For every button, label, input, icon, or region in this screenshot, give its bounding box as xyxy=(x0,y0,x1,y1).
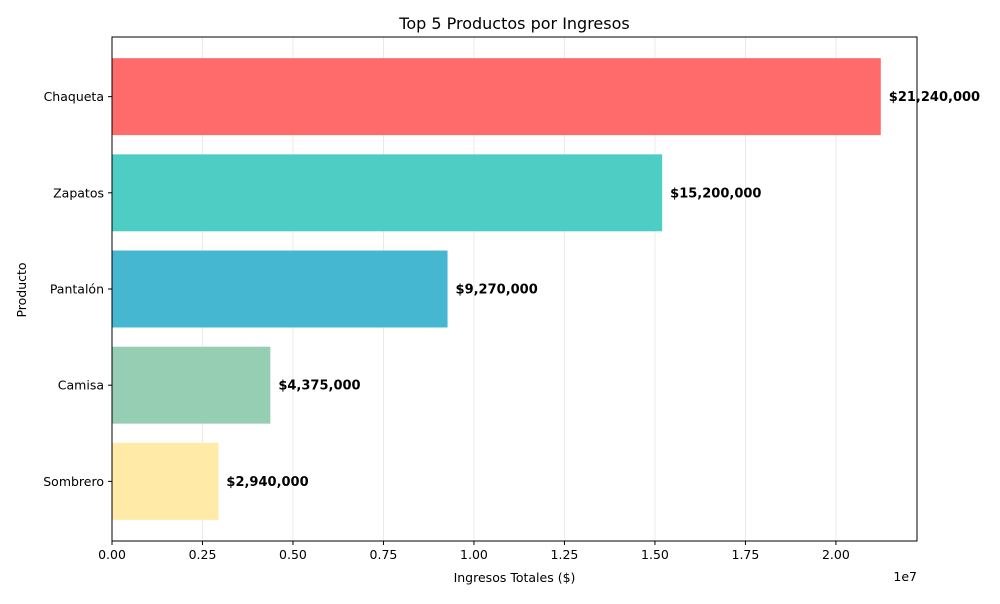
x-tick-label: 1.50 xyxy=(641,547,669,562)
x-tick-label: 0.75 xyxy=(370,547,398,562)
chart-title: Top 5 Productos por Ingresos xyxy=(398,14,629,33)
x-tick-label: 0.00 xyxy=(98,547,126,562)
bar-value-label: $21,240,000 xyxy=(889,90,980,105)
bar-value-label: $15,200,000 xyxy=(670,186,761,201)
x-tick-label: 1.25 xyxy=(551,547,579,562)
x-tick-label: 0.25 xyxy=(189,547,217,562)
y-axis-label: Producto xyxy=(14,262,29,317)
bar-value-label: $2,940,000 xyxy=(226,475,308,490)
y-tick-label: Camisa xyxy=(58,378,104,393)
x-tick-label: 2.00 xyxy=(822,547,850,562)
x-tick-label: 1.00 xyxy=(460,547,488,562)
bar-3 xyxy=(112,346,271,424)
ticks-layer: 0.00 0.25 0.50 0.75 1.00 1.25 1.50 1.75 2.00 Chaq… xyxy=(43,89,850,562)
x-axis-label: Ingresos Totales ($) xyxy=(454,570,576,585)
bar-0 xyxy=(112,58,881,136)
bar-2 xyxy=(112,250,448,328)
y-tick-label: Zapatos xyxy=(53,185,104,200)
x-axis-offset-label: 1e7 xyxy=(893,569,917,584)
bar-value-label: $9,270,000 xyxy=(456,283,538,298)
bars-layer xyxy=(112,58,881,520)
y-tick-label: Chaqueta xyxy=(44,89,104,104)
value-labels-layer: $21,240,000 $15,200,000 $9,270,000 $4,375,0… xyxy=(226,90,980,490)
bar-1 xyxy=(112,154,663,232)
x-tick-label: 1.75 xyxy=(732,547,760,562)
x-tick-label: 0.50 xyxy=(279,547,307,562)
y-tick-label: Sombrero xyxy=(43,474,104,489)
bar-4 xyxy=(112,442,219,520)
bar-value-label: $4,375,000 xyxy=(278,379,360,394)
y-tick-label: Pantalón xyxy=(50,282,104,297)
